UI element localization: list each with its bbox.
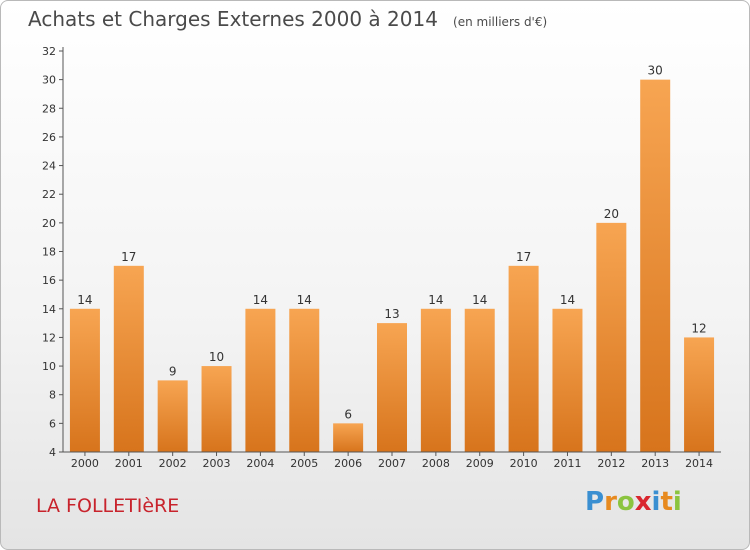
data-label-2005: 14 [297, 293, 312, 307]
data-label-2001: 17 [121, 250, 136, 264]
x-tick-label-2013: 2013 [641, 457, 669, 470]
logo-letter: i [651, 487, 661, 517]
x-tick-label-2014: 2014 [685, 457, 713, 470]
y-tick-label-6: 6 [49, 417, 56, 430]
x-tick-label-2008: 2008 [422, 457, 450, 470]
y-tick-label-24: 24 [42, 160, 56, 173]
data-label-2010: 17 [516, 250, 531, 264]
bar-2010 [508, 265, 539, 452]
bar-2001 [113, 265, 144, 452]
chart-title-main: Achats et Charges Externes 2000 à 2014 [28, 7, 438, 31]
bar-2009 [464, 308, 495, 452]
data-label-2013: 30 [648, 64, 663, 78]
x-tick-label-2003: 2003 [203, 457, 231, 470]
commune-name: LA FOLLETIèRE [36, 495, 180, 517]
data-label-2014: 12 [691, 321, 706, 335]
data-label-2008: 14 [428, 293, 443, 307]
y-tick-label-28: 28 [42, 102, 56, 115]
logo-letter: x [634, 487, 652, 517]
chart-title: Achats et Charges Externes 2000 à 2014 (… [28, 7, 547, 31]
y-tick-label-26: 26 [42, 131, 56, 144]
x-tick-label-2001: 2001 [115, 457, 143, 470]
logo-letter: t [660, 487, 673, 517]
y-tick-label-16: 16 [42, 274, 56, 287]
bar-2000 [69, 308, 100, 452]
proxiti-logo: Proxiti [585, 487, 682, 517]
bar-2005 [289, 308, 320, 452]
y-tick-label-10: 10 [42, 360, 56, 373]
x-tick-label-2009: 2009 [466, 457, 494, 470]
x-tick-label-2002: 2002 [159, 457, 187, 470]
logo-letter: P [585, 487, 605, 517]
y-tick-label-30: 30 [42, 74, 56, 87]
y-tick-label-20: 20 [42, 217, 56, 230]
chart-title-unit: (en milliers d'€) [453, 15, 548, 29]
bar-2007 [377, 323, 407, 452]
x-tick-label-2011: 2011 [553, 457, 581, 470]
bar-2012 [596, 222, 627, 452]
data-label-2012: 20 [604, 207, 619, 221]
x-tick-label-2005: 2005 [290, 457, 318, 470]
x-tick-label-2000: 2000 [71, 457, 99, 470]
x-tick-label-2012: 2012 [597, 457, 625, 470]
y-tick-label-4: 4 [49, 446, 56, 459]
bar-2006 [333, 423, 364, 452]
y-tick-label-8: 8 [49, 389, 56, 402]
y-tick-label-32: 32 [42, 45, 56, 58]
data-label-2007: 13 [384, 307, 399, 321]
data-label-2009: 14 [472, 293, 487, 307]
bar-2003 [201, 366, 232, 452]
x-tick-label-2006: 2006 [334, 457, 362, 470]
data-label-2011: 14 [560, 293, 575, 307]
y-tick-label-14: 14 [42, 303, 56, 316]
bar-2013 [640, 79, 671, 453]
data-label-2006: 6 [344, 407, 352, 421]
logo-letter: r [604, 487, 617, 517]
bar-2004 [245, 308, 276, 452]
data-label-2002: 9 [169, 364, 177, 378]
y-tick-label-18: 18 [42, 246, 56, 259]
logo-letter: i [672, 487, 682, 517]
x-tick-label-2007: 2007 [378, 457, 406, 470]
data-label-2003: 10 [209, 350, 224, 364]
bar-2002 [157, 380, 188, 452]
y-tick-label-12: 12 [42, 331, 56, 344]
bar-2011 [552, 308, 583, 452]
x-tick-label-2004: 2004 [246, 457, 274, 470]
data-label-2000: 14 [77, 293, 92, 307]
bar-2014 [684, 337, 715, 452]
data-label-2004: 14 [253, 293, 268, 307]
y-tick-label-22: 22 [42, 188, 56, 201]
bar-2008 [420, 308, 451, 452]
logo-letter: o [616, 487, 635, 517]
x-tick-label-2010: 2010 [510, 457, 538, 470]
